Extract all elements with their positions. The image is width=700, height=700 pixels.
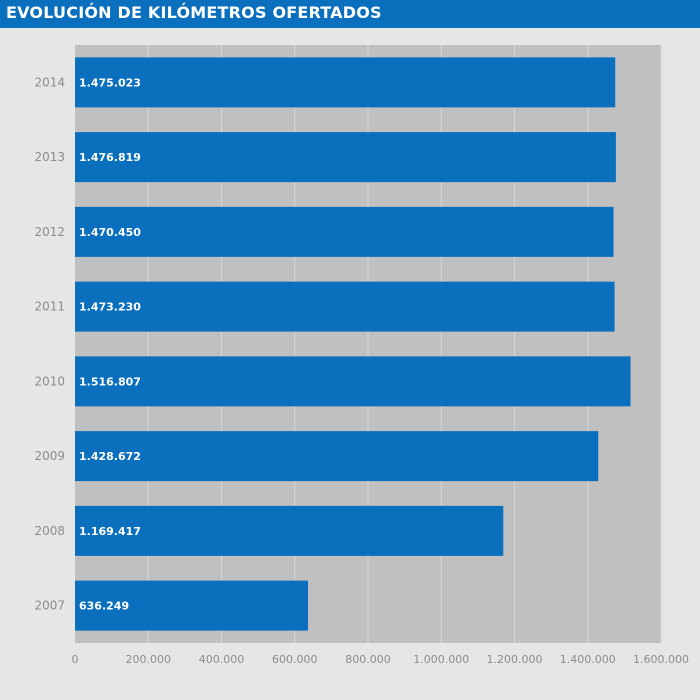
bar-2010 [75, 356, 631, 407]
x-tick-label: 1.400.000 [560, 653, 616, 666]
data-label-2012: 1.470.450 [79, 226, 141, 239]
y-tick-label-2007: 2007 [34, 599, 65, 613]
bar-2007 [75, 580, 309, 631]
y-tick-label-2011: 2011 [34, 300, 65, 314]
data-label-2007: 636.249 [79, 600, 129, 613]
x-tick-label: 1.600.000 [633, 653, 689, 666]
bar-2013 [75, 132, 616, 183]
data-label-2011: 1.473.230 [79, 301, 141, 314]
bar-2014 [75, 57, 616, 108]
bar-2012 [75, 206, 614, 257]
x-tick-label: 800.000 [345, 653, 391, 666]
y-tick-label-2012: 2012 [34, 225, 65, 239]
y-tick-label-2009: 2009 [34, 449, 65, 463]
y-tick-label-2013: 2013 [34, 150, 65, 164]
x-tick-label: 600.000 [272, 653, 318, 666]
data-label-2014: 1.475.023 [79, 76, 141, 89]
bar-2008 [75, 505, 504, 556]
x-tick-label: 400.000 [199, 653, 245, 666]
x-tick-label: 0 [72, 653, 79, 666]
y-tick-label-2010: 2010 [34, 374, 65, 388]
chart-title: EVOLUCIÓN DE KILÓMETROS OFERTADOS [6, 3, 382, 22]
y-tick-label-2014: 2014 [34, 75, 65, 89]
x-tick-label: 1.000.000 [413, 653, 469, 666]
y-tick-label-2008: 2008 [34, 524, 65, 538]
data-label-2013: 1.476.819 [79, 151, 141, 164]
title-bar: EVOLUCIÓN DE KILÓMETROS OFERTADOS [0, 0, 700, 28]
bar-2009 [75, 431, 599, 482]
x-tick-label: 200.000 [126, 653, 172, 666]
x-tick-label: 1.200.000 [487, 653, 543, 666]
data-label-2008: 1.169.417 [79, 525, 141, 538]
bar-2011 [75, 281, 615, 332]
data-label-2009: 1.428.672 [79, 450, 141, 463]
data-label-2010: 1.516.807 [79, 375, 141, 388]
